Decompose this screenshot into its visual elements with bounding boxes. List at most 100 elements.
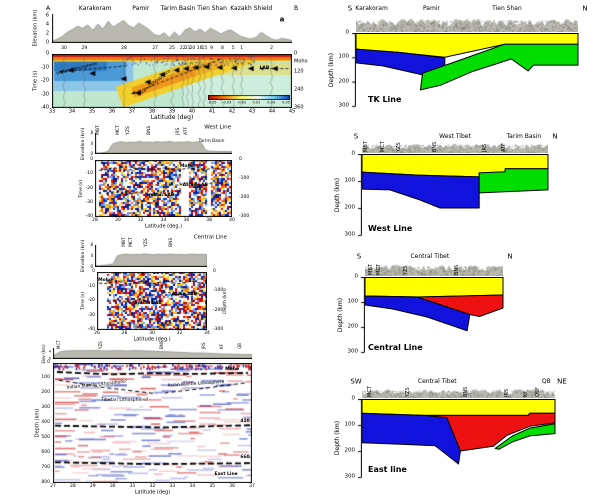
depth-tick: 100 bbox=[344, 421, 356, 428]
x-tick: 43 bbox=[248, 108, 256, 115]
x-tick: 32 bbox=[149, 483, 156, 489]
depth-tick: 200 bbox=[338, 77, 350, 84]
depth-tick-right: 120 bbox=[294, 68, 304, 75]
depth-axis-label: Depth (km) bbox=[337, 297, 344, 332]
station-number: 25 bbox=[169, 45, 175, 51]
rf-annotation: Moho bbox=[98, 277, 112, 283]
fault-label-JRS: JRS bbox=[481, 143, 488, 152]
station-number: 15 bbox=[201, 45, 208, 51]
elev-axis-label: Elev (km) bbox=[41, 343, 46, 364]
depth-tick-right: -200 bbox=[239, 194, 250, 200]
section-annotation: Tibetan Lithosphere? bbox=[101, 397, 149, 403]
rf-annotation: Moho bbox=[179, 164, 194, 170]
depth-axis-label: Depth (km) bbox=[334, 420, 341, 456]
time-tick: -10 bbox=[87, 283, 95, 289]
time-tick: -30 bbox=[40, 91, 49, 97]
station-number: 16 bbox=[196, 45, 203, 51]
depth-tick-right: -100 bbox=[239, 175, 250, 181]
time-tick: 0 bbox=[92, 268, 95, 274]
depth-tick: 200 bbox=[347, 323, 359, 330]
elev-tick: 6 bbox=[45, 12, 49, 19]
fault-label-MCT: MCT bbox=[115, 125, 121, 135]
depth-tick: 300 bbox=[344, 473, 356, 480]
depth-tick: 0 bbox=[351, 150, 356, 157]
x-tick: 33 bbox=[48, 108, 56, 115]
panel-title: West Line bbox=[204, 124, 231, 131]
fault-label-YZS: YZS bbox=[97, 341, 103, 349]
x-tick: 33 bbox=[169, 483, 176, 489]
depth-tick: 300 bbox=[41, 404, 50, 410]
direction-label-S: S bbox=[356, 252, 362, 261]
fault-label-MCT: MCT bbox=[376, 264, 383, 275]
elev-tick: 0 bbox=[48, 356, 51, 361]
depth-axis-label: Depth (km) bbox=[328, 52, 335, 87]
time-tick: -20 bbox=[87, 297, 95, 303]
panel-letter: a bbox=[279, 15, 285, 24]
fault-label-BNS: BNS bbox=[147, 125, 153, 135]
x-tick: 29 bbox=[89, 483, 96, 489]
colorbar-tick: -0.01 bbox=[237, 100, 247, 105]
elevation-strip-tk-line bbox=[356, 14, 578, 32]
depth-axis-west-line bbox=[357, 154, 362, 237]
colorbar-tick: 0.05 bbox=[282, 100, 290, 105]
fault-label-YZS: YZS bbox=[402, 265, 409, 275]
time-axis-label: Time (s) bbox=[80, 291, 86, 311]
fault-label-YZS: YZS bbox=[144, 238, 150, 247]
x-tick: 36 bbox=[108, 108, 116, 115]
direction-label-NE: NE bbox=[557, 377, 567, 386]
x-tick: 34 bbox=[68, 108, 76, 115]
fault-label-MCT: MCT bbox=[128, 237, 134, 247]
time-tick: 0 bbox=[45, 50, 49, 57]
x-tick: 32 bbox=[137, 217, 144, 223]
direction-label-N: N bbox=[507, 252, 513, 261]
colorbar-tick: 0.03 bbox=[267, 100, 276, 105]
region-label: West Tibet bbox=[439, 133, 471, 140]
fault-label-KF: KF bbox=[219, 344, 225, 349]
x-tick: 28 bbox=[70, 483, 76, 489]
direction-label-N: N bbox=[552, 132, 558, 141]
fault-label-QB: QB bbox=[237, 343, 243, 349]
depth-tick: 800 bbox=[41, 479, 50, 485]
depth-tick: 300 bbox=[344, 231, 356, 238]
depth-axis-east-line bbox=[357, 399, 362, 479]
elev-tick: 8 bbox=[90, 130, 93, 135]
x-tick: 34 bbox=[204, 330, 210, 336]
x-tick: 30 bbox=[109, 483, 116, 489]
colorbar-tick: -0.05 bbox=[207, 100, 217, 105]
elev-tick: 2 bbox=[45, 30, 49, 37]
x-tick: 40 bbox=[229, 217, 235, 223]
depth-tick-right: 0 bbox=[294, 50, 298, 57]
region-label: Pamir bbox=[422, 5, 440, 12]
station-number: 20 bbox=[189, 45, 196, 51]
time-tick: -10 bbox=[85, 171, 93, 176]
region-label: Tarim Basin bbox=[198, 139, 225, 145]
elevation-strip-central-line bbox=[365, 261, 503, 276]
depth-axis-label: Depth (km) bbox=[222, 288, 228, 314]
x-axis-label: Latitude (deg) bbox=[150, 114, 194, 121]
region-label: Central Tibet bbox=[410, 253, 450, 260]
x-tick: 37 bbox=[128, 108, 136, 115]
region-label: Tien Shan bbox=[197, 5, 227, 12]
depth-tick-right: -300 bbox=[213, 326, 224, 332]
depth-tick: 0 bbox=[351, 395, 356, 402]
fault-label-MCT: MCT bbox=[379, 141, 386, 152]
fault-label-ATF: ATF bbox=[500, 143, 507, 152]
x-tick: 26 bbox=[94, 330, 100, 336]
section-annotation: East Line bbox=[214, 471, 238, 477]
layer-asian-lithosphere bbox=[478, 168, 549, 194]
time-tick: -40 bbox=[40, 104, 49, 111]
time-tick: -30 bbox=[87, 312, 95, 318]
fault-label-BNS: BNS bbox=[159, 340, 165, 349]
elevation-strip-west-line bbox=[362, 140, 548, 153]
rf-annotation: Indian LAB bbox=[134, 301, 162, 307]
layer-indian-lithosphere bbox=[362, 171, 480, 209]
depth-tick: 100 bbox=[41, 374, 50, 380]
elev-tick: 8 bbox=[90, 242, 93, 247]
x-axis-label: Latitude (deg.) bbox=[144, 223, 183, 230]
discontinuity-label: Moho bbox=[225, 366, 240, 372]
layer-tibetan-lithosphere bbox=[416, 294, 504, 317]
layer-tibetan-lithosphere bbox=[425, 412, 556, 452]
depth-axis-label: Depth (km) bbox=[34, 408, 41, 438]
west-line-name-label: West Line bbox=[368, 224, 413, 233]
